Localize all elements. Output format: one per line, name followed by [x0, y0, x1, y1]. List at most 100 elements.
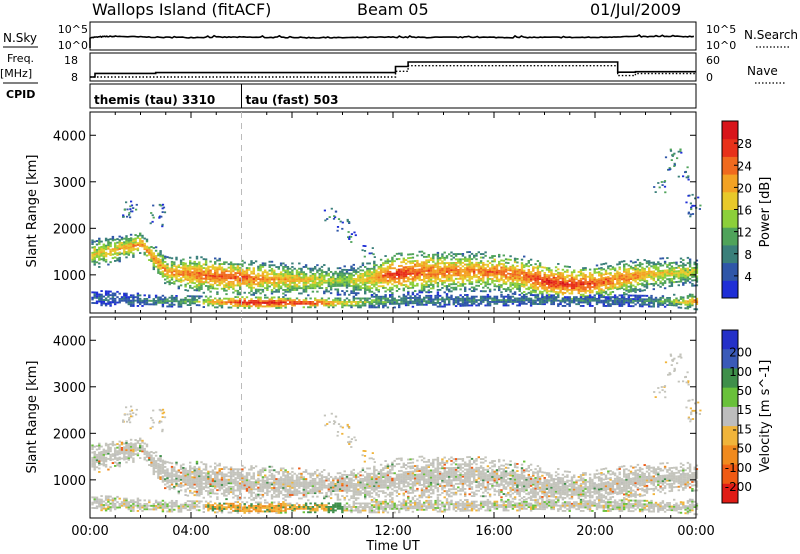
power-cell: [502, 263, 505, 266]
power-cell: [420, 298, 424, 301]
power-cell: [634, 296, 637, 299]
power-cell: [382, 278, 385, 281]
power-cell: [241, 274, 244, 276]
power-cell: [654, 191, 657, 193]
power-cell: [116, 257, 119, 260]
velocity-cell: [95, 466, 99, 469]
power-cell: [470, 281, 474, 284]
power-cell: [445, 278, 449, 280]
power-cell: [277, 267, 280, 270]
power-cell: [568, 301, 571, 304]
power-cell: [482, 286, 485, 289]
power-cell: [523, 282, 526, 284]
power-cell: [518, 268, 521, 271]
power-cell: [107, 238, 110, 241]
power-cell: [359, 274, 362, 277]
velocity-cell: [168, 479, 171, 482]
power-cell: [257, 265, 260, 268]
power-cell: [670, 269, 674, 271]
power-cell: [157, 254, 160, 257]
power-cell: [468, 279, 471, 282]
power-cell: [657, 182, 660, 184]
power-cell: [320, 278, 324, 281]
power-cell: [118, 256, 121, 259]
power-cell: [498, 269, 501, 272]
power-cell: [241, 296, 244, 299]
power-cell: [439, 298, 442, 301]
power-cell: [682, 259, 685, 261]
power-cell: [482, 297, 485, 300]
power-cell: [643, 298, 646, 301]
power-cell: [370, 252, 373, 255]
power-cell: [652, 282, 655, 285]
power-cell: [643, 267, 646, 270]
power-cell: [663, 298, 667, 301]
power-cell: [250, 283, 253, 286]
power-cell: [659, 277, 662, 279]
power-cell: [371, 247, 374, 249]
power-cell: [248, 286, 251, 289]
power-cell: [195, 295, 199, 298]
power-cell: [645, 265, 649, 268]
power-cell: [154, 262, 158, 265]
power-cell: [607, 279, 610, 282]
power-cell: [434, 262, 437, 265]
power-cell: [416, 302, 419, 304]
power-cell: [445, 293, 449, 295]
power-cell: [336, 226, 340, 228]
power-cell: [164, 266, 167, 269]
power-cell: [464, 290, 467, 292]
power-cell: [634, 300, 637, 302]
power-cell: [416, 263, 419, 266]
power-cell: [454, 265, 458, 268]
power-cell: [509, 274, 512, 277]
power-cell: [302, 306, 305, 309]
power-cell: [236, 275, 240, 278]
power-cell: [225, 261, 228, 264]
power-cell: [684, 278, 687, 281]
power-cell: [282, 267, 285, 270]
power-cell: [566, 303, 569, 306]
power-cell: [289, 289, 292, 291]
power-cell: [234, 279, 237, 282]
power-cell: [379, 271, 383, 273]
power-cell: [436, 262, 440, 265]
power-cell: [143, 242, 146, 245]
power-cell: [641, 268, 644, 271]
power-cell: [282, 289, 285, 291]
power-cell: [502, 299, 505, 302]
power-cell: [329, 286, 333, 289]
power-cell: [584, 277, 587, 280]
power-cell: [289, 302, 292, 305]
power-cell: [600, 275, 603, 278]
power-cell: [120, 243, 124, 246]
velocity-cell: [98, 446, 101, 449]
power-cell: [697, 196, 700, 199]
power-cell: [114, 252, 117, 255]
power-cell: [179, 304, 183, 306]
power-cell: [416, 274, 419, 276]
power-cell: [414, 260, 417, 262]
power-cell: [648, 267, 651, 270]
power-cell: [304, 297, 308, 300]
power-cell: [425, 285, 428, 288]
power-cell: [675, 270, 678, 273]
power-cell: [491, 263, 494, 266]
power-cell: [507, 262, 510, 264]
power-cell: [291, 262, 294, 265]
power-cell: [377, 267, 380, 270]
power-cell: [232, 263, 235, 266]
power-cell: [445, 269, 449, 272]
power-cell: [636, 288, 640, 291]
power-cell: [339, 302, 342, 305]
velocity-cell: [95, 455, 99, 458]
power-cell: [636, 267, 640, 270]
power-cell: [359, 272, 362, 275]
power-cell: [423, 277, 426, 280]
power-cell: [598, 299, 601, 302]
power-cell: [157, 301, 160, 304]
power-cell: [445, 267, 449, 270]
power-cell: [643, 303, 646, 306]
power-cell: [284, 278, 287, 281]
power-cell: [591, 299, 594, 302]
